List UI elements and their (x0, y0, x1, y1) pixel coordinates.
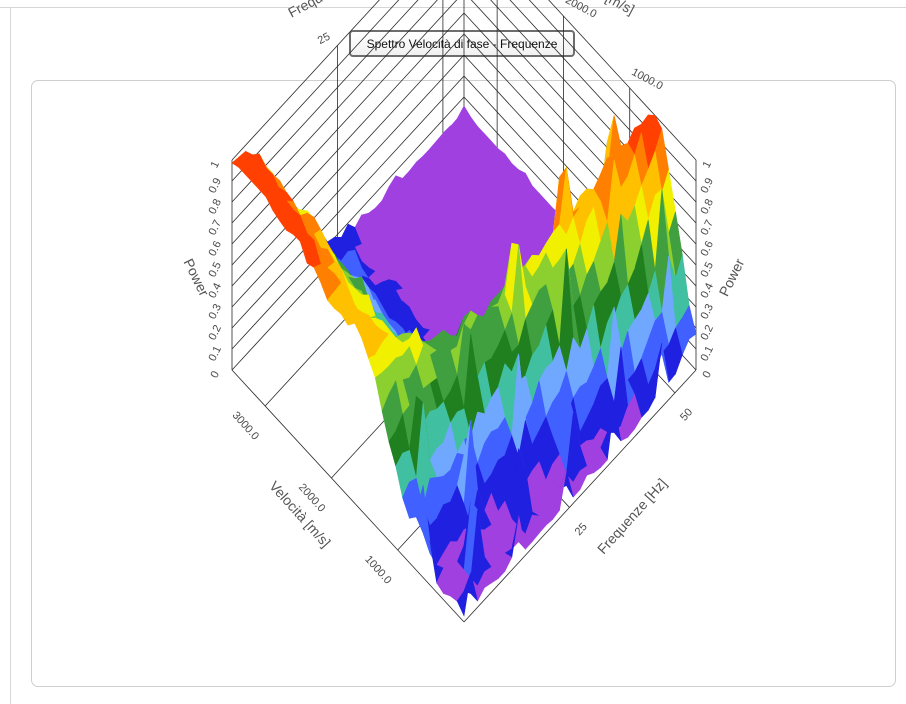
power-tick-right: 0.2 (699, 323, 716, 342)
frequency-tick-front: 50 (678, 406, 695, 423)
grid-line-back-right (231, 54, 465, 308)
frequency-axis-label-front: Frequenze [Hz] (594, 475, 670, 557)
surface-patch (456, 572, 472, 617)
power-tick-right: 1 (701, 159, 714, 170)
power-surface (231, 105, 697, 617)
frequency-tick-back: 25 (316, 31, 332, 47)
power-tick-right: 0.7 (699, 218, 716, 237)
grid-line-back-right (231, 33, 465, 287)
frequency-tick-front: 25 (573, 521, 590, 538)
power-axis-label-right: Power (716, 256, 748, 299)
grid-line-back-right (231, 0, 419, 203)
power-tick-left: 0.3 (207, 302, 224, 321)
power-tick-right: 0.3 (699, 302, 716, 321)
grid-line-back-left (548, 0, 697, 161)
power-tick-right: 0 (701, 369, 714, 380)
power-tick-left: 0.9 (207, 176, 224, 195)
grid-line-back-right (231, 75, 465, 329)
grid-line-back-right (231, 0, 400, 182)
power-tick-left: 1 (209, 159, 222, 170)
grid-line-back-right (231, 96, 465, 350)
power-tick-left: 0.1 (207, 344, 224, 363)
power-tick-left: 0 (209, 369, 222, 380)
floor-edge-left (231, 369, 465, 623)
chart-title-label: Spettro Velocità di fase - Frequenze (366, 36, 558, 51)
floor-edge-right (463, 369, 697, 623)
window-left-border (10, 7, 11, 704)
power-tick-left: 0.7 (207, 218, 224, 237)
power-tick-right: 0.4 (699, 281, 716, 300)
power-tick-right: 0.9 (699, 176, 716, 195)
power-tick-right: 0.6 (699, 239, 716, 258)
velocity-tick-back: 2000.0 (563, 0, 598, 21)
window-top-border (0, 7, 906, 8)
power-axis-label-left: Power (181, 256, 213, 299)
power-tick-right: 0.5 (699, 260, 716, 279)
power-tick-left: 0.8 (207, 197, 224, 216)
grid-line-back-right (231, 0, 380, 161)
velocity-tick-back: 1000.0 (629, 66, 664, 92)
velocity-tick-front: 1000.0 (362, 553, 393, 586)
power-tick-left: 0.6 (207, 239, 224, 258)
power-tick-left: 0.2 (207, 323, 224, 342)
power-tick-left: 0.5 (207, 260, 224, 279)
power-tick-right: 0.8 (699, 197, 716, 216)
grid-line-back-right (231, 12, 465, 266)
power-tick-right: 0.1 (699, 344, 716, 363)
velocity-tick-front: 3000.0 (230, 409, 261, 442)
